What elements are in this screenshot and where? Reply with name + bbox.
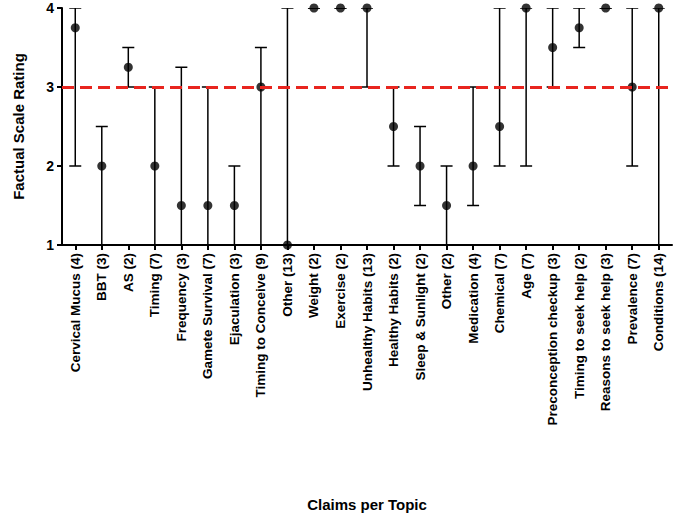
svg-text:Preconception checkup (3): Preconception checkup (3)	[545, 253, 560, 426]
svg-text:Gamete Survival (7): Gamete Survival (7)	[200, 253, 215, 379]
svg-text:Chemical (7): Chemical (7)	[492, 253, 507, 333]
svg-text:Reasons to seek help (3): Reasons to seek help (3)	[598, 253, 613, 411]
svg-text:Other (2): Other (2)	[439, 253, 454, 309]
svg-text:3: 3	[46, 79, 54, 95]
svg-text:Conditions (14): Conditions (14)	[651, 253, 666, 351]
svg-text:Cervical Mucus (4): Cervical Mucus (4)	[68, 253, 83, 372]
svg-text:Other (13): Other (13)	[280, 253, 295, 317]
svg-text:Factual Scale Rating: Factual Scale Rating	[10, 53, 27, 200]
svg-text:1: 1	[46, 237, 54, 253]
svg-text:Sleep & Sunlight (2): Sleep & Sunlight (2)	[413, 253, 428, 381]
svg-text:4: 4	[46, 0, 54, 16]
svg-text:Timing to seek help (2): Timing to seek help (2)	[572, 253, 587, 399]
svg-text:Weight (2): Weight (2)	[306, 253, 321, 318]
svg-text:Timing to Conceive (9): Timing to Conceive (9)	[253, 253, 268, 398]
svg-text:2: 2	[46, 158, 54, 174]
svg-text:Medication (4): Medication (4)	[466, 253, 481, 344]
svg-text:Timing (7): Timing (7)	[147, 253, 162, 317]
svg-text:Prevalence (7): Prevalence (7)	[625, 253, 640, 345]
svg-text:Frequency (3): Frequency (3)	[174, 253, 189, 342]
svg-text:Unhealthy Habits (13): Unhealthy Habits (13)	[360, 253, 375, 391]
svg-text:Claims per Topic: Claims per Topic	[307, 496, 427, 513]
svg-text:Ejaculation (3): Ejaculation (3)	[227, 253, 242, 345]
svg-text:Exercise (2): Exercise (2)	[333, 253, 348, 329]
svg-text:AS (2): AS (2)	[121, 253, 136, 292]
svg-text:BBT (3): BBT (3)	[94, 253, 109, 301]
svg-text:Healthy Habits (2): Healthy Habits (2)	[386, 253, 401, 367]
svg-text:Age (7): Age (7)	[519, 253, 534, 299]
